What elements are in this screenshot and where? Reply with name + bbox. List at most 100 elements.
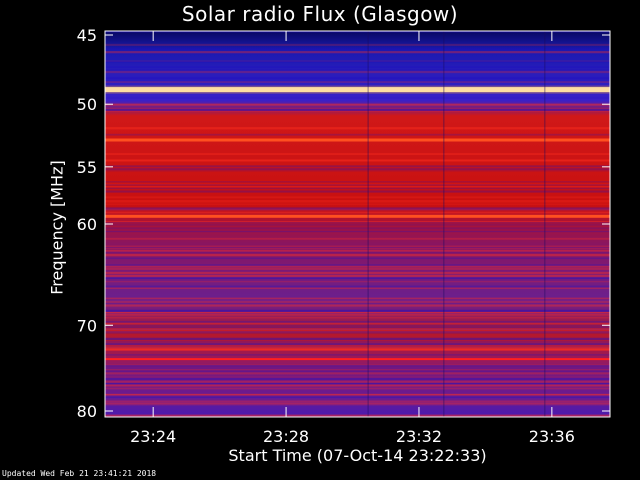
noise-stripe xyxy=(105,51,610,54)
noise-stripe xyxy=(105,272,610,275)
noise-stripe xyxy=(105,371,610,374)
noise-stripe xyxy=(105,347,610,350)
noise-stripe xyxy=(105,366,610,370)
noise-stripe xyxy=(105,287,610,289)
noise-stripe xyxy=(105,404,610,406)
noise-stripe xyxy=(105,368,610,370)
noise-stripe xyxy=(105,366,610,369)
spectrogram-background xyxy=(105,31,610,417)
noise-stripe xyxy=(105,153,610,156)
emission-band xyxy=(105,87,610,93)
y-tick-label: 50 xyxy=(77,95,97,114)
noise-stripe xyxy=(105,401,610,404)
noise-stripe xyxy=(105,61,610,63)
noise-stripe xyxy=(105,285,610,288)
noise-stripe xyxy=(105,159,610,162)
noise-stripe xyxy=(105,381,610,384)
noise-stripe xyxy=(105,109,610,111)
time-discontinuity xyxy=(544,31,546,417)
noise-stripe xyxy=(105,196,610,199)
noise-stripe xyxy=(105,52,610,55)
noise-stripe xyxy=(105,415,610,417)
noise-stripe xyxy=(105,328,610,331)
noise-stripe xyxy=(105,320,610,324)
y-axis: 45 50 55 60 70 80 xyxy=(77,26,610,421)
noise-stripe xyxy=(105,110,610,113)
noise-stripe xyxy=(105,275,610,277)
emission-band xyxy=(105,138,610,142)
x-axis-label: Start Time (07-Oct-14 23:22:33) xyxy=(228,446,487,465)
noise-stripe xyxy=(105,365,610,367)
noise-stripe xyxy=(105,253,610,257)
noise-stripe xyxy=(105,372,610,375)
noise-stripe xyxy=(105,324,610,327)
noise-stripe xyxy=(105,257,610,260)
noise-stripe xyxy=(105,354,610,356)
noise-stripe xyxy=(105,312,610,314)
noise-stripe xyxy=(105,298,610,300)
noise-stripe xyxy=(105,230,610,233)
noise-stripe xyxy=(105,371,610,374)
noise-stripe xyxy=(105,302,610,304)
noise-stripe xyxy=(105,369,610,373)
noise-stripe xyxy=(105,346,610,349)
x-tick-label: 23:28 xyxy=(263,427,309,446)
noise-stripe xyxy=(105,159,610,161)
noise-stripe xyxy=(105,237,610,240)
noise-stripe xyxy=(105,393,610,396)
emission-band xyxy=(105,214,610,218)
noise-stripe xyxy=(105,380,610,383)
noise-stripe xyxy=(105,312,610,315)
noise-stripe xyxy=(105,223,610,226)
noise-stripe xyxy=(105,371,610,375)
noise-stripe xyxy=(105,383,610,385)
noise-stripe xyxy=(105,328,610,331)
noise-stripe xyxy=(105,345,610,349)
noise-stripe xyxy=(105,344,610,346)
update-timestamp: Updated Wed Feb 21 23:41:21 2018 xyxy=(2,469,157,478)
noise-stripe xyxy=(105,81,610,83)
x-axis: 23:24 23:28 23:32 23:36 xyxy=(130,31,575,446)
noise-stripe xyxy=(105,208,610,211)
noise-stripe xyxy=(105,297,610,300)
noise-stripe xyxy=(105,310,610,313)
noise-stripe xyxy=(105,70,610,74)
noise-stripe xyxy=(105,250,610,252)
noise-stripe xyxy=(105,69,610,71)
noise-stripe xyxy=(105,341,610,344)
noise-stripe xyxy=(105,200,610,203)
noise-stripe xyxy=(105,275,610,278)
noise-stripe xyxy=(105,169,610,172)
noise-stripe xyxy=(105,340,610,343)
noise-stripe xyxy=(105,190,610,192)
noise-stripe xyxy=(105,165,610,168)
noise-stripe xyxy=(105,109,610,111)
noise-stripe xyxy=(105,31,610,33)
noise-stripe xyxy=(105,187,610,190)
noise-stripe xyxy=(105,247,610,250)
noise-stripe xyxy=(105,211,610,214)
noise-stripe xyxy=(105,31,610,33)
noise-stripe xyxy=(105,48,610,51)
noise-stripe xyxy=(105,311,610,313)
noise-stripe xyxy=(105,301,610,304)
noise-stripe xyxy=(105,342,610,346)
noise-stripe xyxy=(105,310,610,312)
noise-stripe xyxy=(105,221,610,223)
noise-stripe xyxy=(105,184,610,186)
noise-stripe xyxy=(105,251,610,253)
noise-stripe xyxy=(105,377,610,380)
noise-stripe xyxy=(105,337,610,340)
noise-stripe xyxy=(105,304,610,307)
noise-stripe xyxy=(105,308,610,312)
noise-stripe xyxy=(105,133,610,136)
noise-stripe xyxy=(105,271,610,274)
noise-stripe xyxy=(105,331,610,334)
noise-stripe xyxy=(105,364,610,367)
noise-stripe xyxy=(105,265,610,268)
y-tick-label: 45 xyxy=(77,26,97,45)
noise-stripe xyxy=(105,77,610,80)
noise-stripe xyxy=(105,264,610,266)
noise-stripe xyxy=(105,47,610,49)
